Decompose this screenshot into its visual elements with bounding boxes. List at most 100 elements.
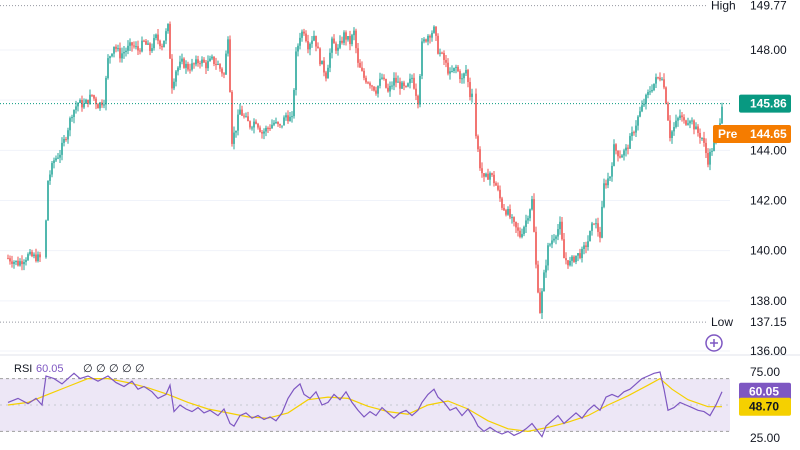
candle-body [25,259,27,263]
candle-body [709,151,711,165]
rsi-tick-label: 25.00 [750,431,780,445]
candle-body [639,111,641,117]
candle-body [85,99,87,104]
candle-body [407,83,409,87]
candle-body [463,73,465,79]
candle-body [631,132,633,137]
candle-body [529,209,531,219]
candle-body [247,116,249,122]
candle-body [345,32,347,40]
candle-body [469,82,471,97]
candle-body [313,35,315,41]
candle-body [479,149,481,169]
reference-lines [0,5,730,323]
candle-body [427,35,429,42]
candle-body [633,132,635,134]
candle-body [465,70,467,74]
premarket-tag [713,125,791,144]
candle-body [307,41,309,50]
candle-body [37,254,39,262]
candle-body [111,53,113,57]
candle-body [31,251,33,257]
price-axis: 148.00146.00144.00142.00140.00138.00136.… [750,43,787,358]
candle-body [405,85,407,87]
candle-body [411,77,413,79]
candle-body [339,40,341,48]
candle-body [309,43,311,50]
candle-body [559,221,561,230]
candle-body [47,180,49,221]
candle-body [273,122,275,125]
candle-body [325,72,327,79]
candle-body [673,126,675,132]
candle-body [223,73,225,75]
high-tag-value: 149.77 [750,0,787,13]
candle-body [549,244,551,246]
candle-body [571,256,573,261]
rsi-tick-label: 75.00 [750,365,780,379]
rsi-legend-label: RSI [14,363,32,375]
candle-body [9,258,11,262]
candle-body [299,37,301,46]
candle-body [203,59,205,63]
candle-body [311,40,313,44]
candle-body [677,118,679,121]
candle-body [141,40,143,52]
candle-body [627,147,629,149]
candle-body [119,48,121,59]
candle-body [539,292,541,313]
candle-body [265,127,267,132]
candle-body [239,109,241,115]
candle-body [359,62,361,68]
candle-body [555,236,557,239]
candle-body [143,40,145,42]
candle-body [519,230,521,237]
candle-body [95,98,97,105]
price-tick-label: 142.00 [750,194,787,208]
candle-body [629,136,631,149]
candle-body [49,174,51,181]
candle-body [475,93,477,137]
price-tick-label: 140.00 [750,244,787,258]
candle-body [287,115,289,122]
candle-body [643,103,645,106]
candle-body [127,45,129,51]
candle-body [91,94,93,96]
candle-body [449,71,451,74]
candle-body [283,117,285,126]
candle-body [711,150,713,152]
candle-body [103,104,105,106]
candle-body [279,124,281,126]
candle-body [135,46,137,48]
candle-body [435,26,437,36]
candle-body [147,43,149,45]
candle-body [251,127,253,129]
candle-body [681,115,683,118]
candle-body [415,88,417,96]
candle-body [289,116,291,122]
candle-body [553,238,555,241]
low-tag-bg [706,313,800,332]
candle-body [355,30,357,49]
candle-body [193,63,195,65]
candle-body [361,67,363,71]
candle-body [331,38,333,53]
candle-body [667,103,669,121]
candle-body [303,31,305,34]
premarket-value: 144.65 [750,127,787,141]
candle-body [505,210,507,215]
candle-body [399,81,401,89]
candle-body [661,79,663,81]
add-alert-button[interactable] [705,334,723,352]
candle-body [579,253,581,258]
candle-body [221,68,223,74]
candle-body [11,261,13,264]
candle-body [437,35,439,54]
candle-body [163,40,165,48]
rsi-ma-line [7,377,722,433]
candle-body [129,42,131,46]
candle-body [547,245,549,266]
candle-body [261,131,263,134]
candle-body [445,59,447,63]
